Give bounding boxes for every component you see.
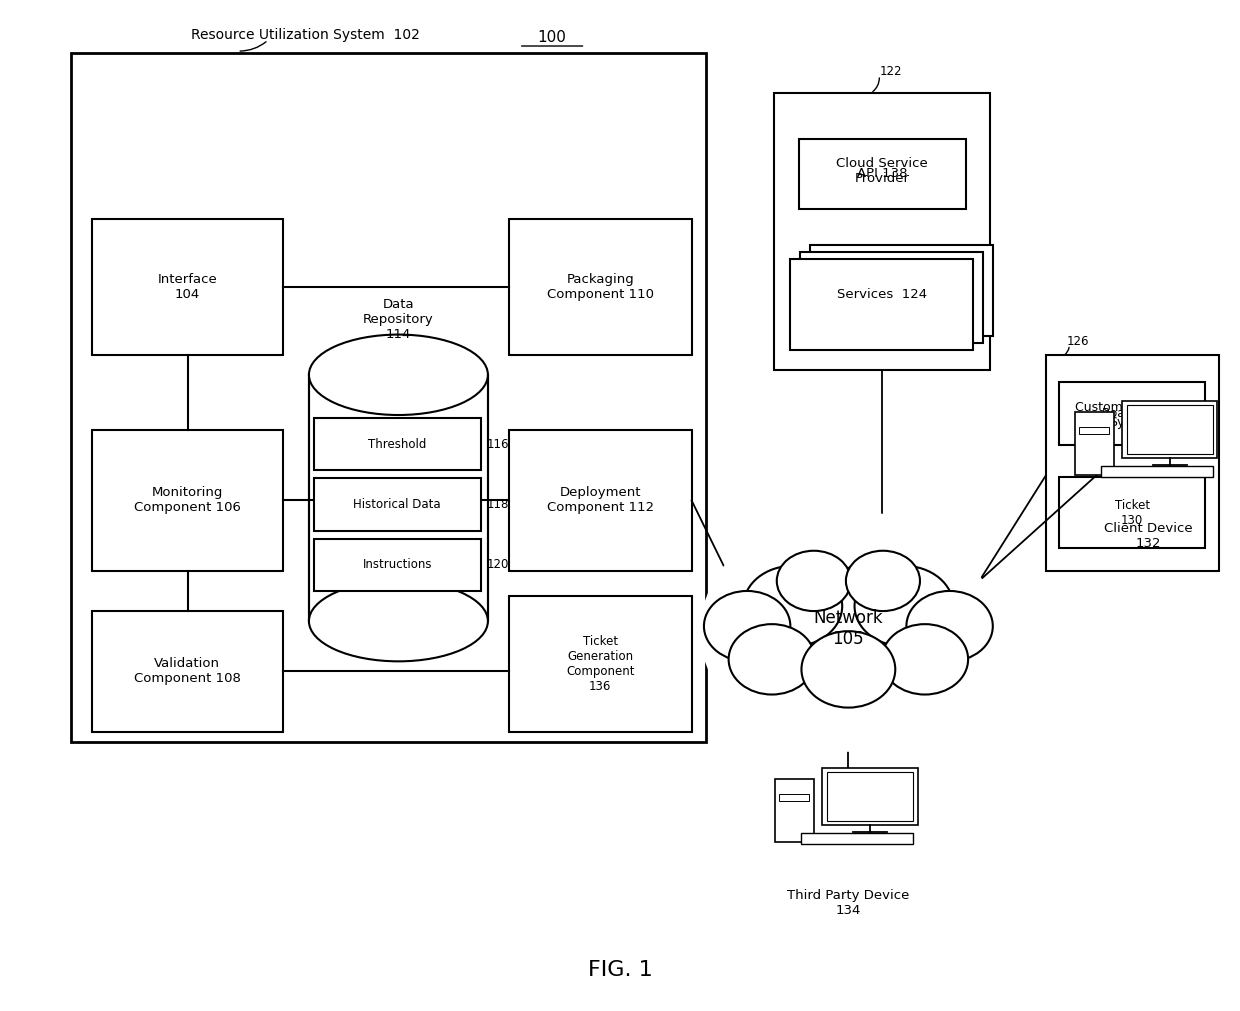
Circle shape: [776, 551, 851, 611]
FancyBboxPatch shape: [1059, 477, 1205, 548]
FancyBboxPatch shape: [508, 219, 692, 355]
FancyBboxPatch shape: [92, 219, 283, 355]
Text: 116: 116: [486, 438, 510, 451]
Text: 120: 120: [486, 558, 510, 571]
Circle shape: [906, 591, 993, 661]
FancyBboxPatch shape: [1101, 466, 1213, 477]
FancyBboxPatch shape: [92, 611, 283, 732]
FancyBboxPatch shape: [774, 93, 991, 370]
Text: Interface
104: Interface 104: [157, 273, 217, 301]
Text: Board 128: Board 128: [1102, 407, 1163, 420]
Circle shape: [846, 551, 920, 611]
Text: Ticket
130: Ticket 130: [1115, 498, 1149, 527]
FancyBboxPatch shape: [71, 53, 707, 742]
FancyBboxPatch shape: [1122, 401, 1218, 458]
FancyBboxPatch shape: [1127, 405, 1213, 454]
Text: 118: 118: [486, 498, 510, 511]
Text: Validation
Component 108: Validation Component 108: [134, 657, 241, 685]
Circle shape: [854, 566, 954, 646]
Circle shape: [729, 624, 815, 695]
Circle shape: [744, 566, 842, 646]
Text: Monitoring
Component 106: Monitoring Component 106: [134, 486, 241, 515]
Text: Threshold: Threshold: [368, 438, 427, 451]
Text: Client Device
132: Client Device 132: [1104, 522, 1193, 550]
FancyBboxPatch shape: [775, 779, 813, 842]
Text: Third Party Device
134: Third Party Device 134: [787, 889, 910, 917]
FancyBboxPatch shape: [800, 252, 983, 343]
Text: Packaging
Component 110: Packaging Component 110: [547, 273, 653, 301]
Text: API 138: API 138: [857, 167, 908, 180]
Text: 100: 100: [538, 30, 567, 45]
FancyBboxPatch shape: [1075, 412, 1114, 475]
FancyBboxPatch shape: [801, 833, 913, 844]
Text: 122: 122: [879, 65, 901, 78]
FancyBboxPatch shape: [790, 259, 973, 350]
FancyBboxPatch shape: [1045, 355, 1219, 571]
Text: Ticket
Generation
Component
136: Ticket Generation Component 136: [565, 635, 635, 693]
Text: Historical Data: Historical Data: [353, 498, 441, 511]
FancyBboxPatch shape: [1079, 427, 1110, 434]
Ellipse shape: [309, 335, 487, 415]
FancyBboxPatch shape: [508, 430, 692, 571]
Circle shape: [701, 511, 997, 752]
FancyBboxPatch shape: [309, 375, 487, 621]
Text: Resource Utilization System  102: Resource Utilization System 102: [191, 28, 419, 41]
Text: Network
105: Network 105: [813, 609, 883, 648]
Text: 126: 126: [1066, 335, 1090, 348]
FancyBboxPatch shape: [810, 245, 993, 336]
Text: FIG. 1: FIG. 1: [588, 960, 652, 980]
FancyBboxPatch shape: [1059, 382, 1205, 445]
FancyBboxPatch shape: [92, 430, 283, 571]
Text: Data
Repository
114: Data Repository 114: [363, 298, 434, 341]
FancyBboxPatch shape: [779, 794, 810, 801]
Circle shape: [789, 568, 908, 664]
Circle shape: [704, 591, 790, 661]
Text: Customer Support
System: Customer Support System: [1075, 401, 1189, 430]
Circle shape: [882, 624, 968, 695]
FancyBboxPatch shape: [799, 139, 966, 209]
FancyBboxPatch shape: [508, 596, 692, 732]
Text: Cloud Service
Provider: Cloud Service Provider: [837, 157, 929, 185]
Text: Services  124: Services 124: [837, 288, 926, 301]
FancyBboxPatch shape: [827, 772, 913, 821]
Circle shape: [801, 631, 895, 708]
FancyBboxPatch shape: [314, 539, 481, 591]
Text: Instructions: Instructions: [362, 558, 432, 571]
Ellipse shape: [309, 581, 487, 661]
FancyBboxPatch shape: [314, 478, 481, 531]
FancyBboxPatch shape: [314, 418, 481, 470]
FancyBboxPatch shape: [822, 768, 918, 825]
Text: Deployment
Component 112: Deployment Component 112: [547, 486, 653, 515]
